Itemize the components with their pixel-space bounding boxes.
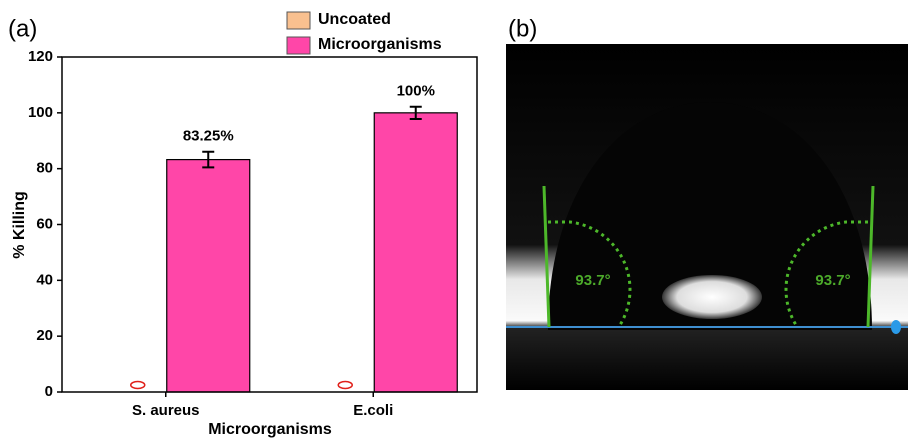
y-tick-label: 60 bbox=[36, 215, 53, 232]
legend-swatch bbox=[287, 37, 310, 54]
x-tick-label: E.coli bbox=[353, 402, 393, 419]
value-label: 100% bbox=[397, 83, 435, 100]
value-label: 83.25% bbox=[183, 128, 234, 145]
panel-label: (b) bbox=[508, 15, 537, 42]
angle-label: 93.7° bbox=[575, 272, 610, 289]
bar bbox=[167, 160, 250, 392]
y-tick-label: 20 bbox=[36, 327, 53, 344]
highlight bbox=[131, 382, 145, 389]
reflection bbox=[662, 275, 762, 319]
panel-label: (a) bbox=[8, 15, 37, 42]
y-tick-label: 0 bbox=[45, 383, 53, 400]
x-tick-label: S. aureus bbox=[132, 402, 200, 419]
bar bbox=[374, 113, 457, 392]
y-tick-label: 100 bbox=[28, 104, 53, 121]
y-tick-label: 80 bbox=[36, 160, 53, 177]
plot: 0 20 40 60 80 100 120 S. aureus 83.25% E.coli 100%… bbox=[28, 11, 477, 419]
y-tick-label: 40 bbox=[36, 271, 53, 288]
y-tick-label: 120 bbox=[28, 48, 53, 65]
image-panel: (b) 93.7° 93.7° bbox=[506, 15, 908, 390]
legend-label: Microorganisms bbox=[318, 36, 442, 53]
marker bbox=[891, 320, 901, 334]
figure: (a) % Killing Microorganisms 0 20 40 60 80 10… bbox=[0, 0, 908, 438]
y-axis-label: % Killing bbox=[11, 191, 28, 259]
angle-label: 93.7° bbox=[815, 272, 850, 289]
legend-swatch bbox=[287, 12, 310, 29]
legend-label: Uncoated bbox=[318, 11, 391, 28]
x-axis-label: Microorganisms bbox=[208, 421, 332, 438]
highlight bbox=[338, 382, 352, 389]
